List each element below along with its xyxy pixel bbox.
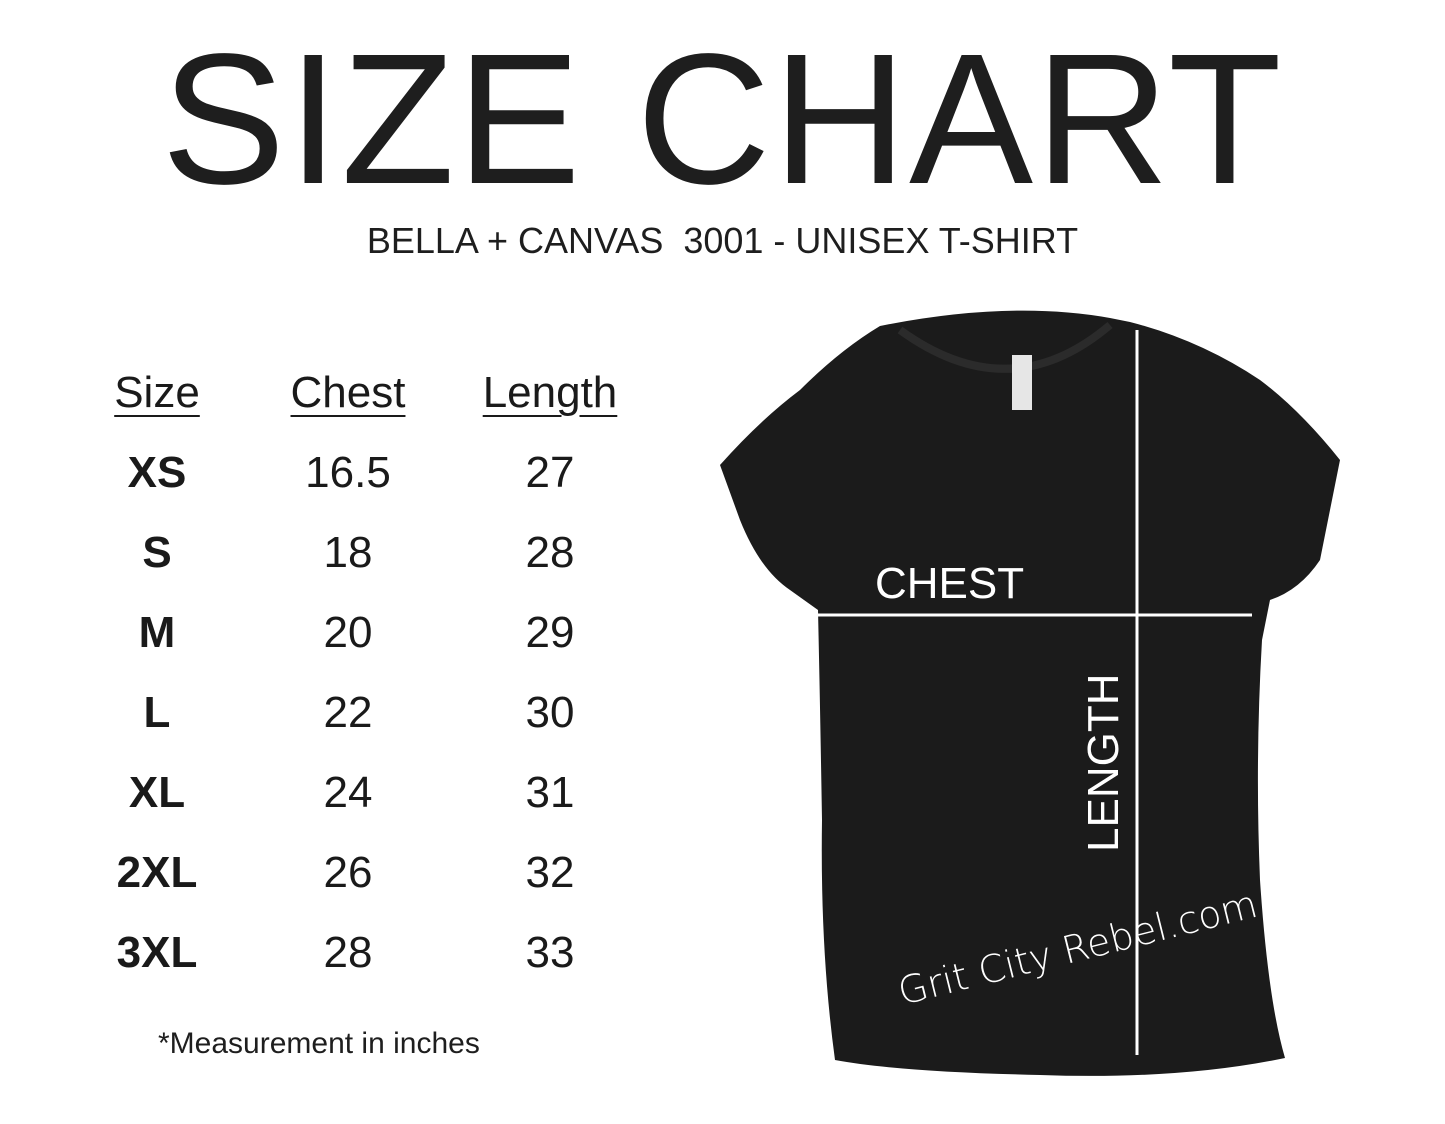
header-length: Length [482,368,618,417]
size-cell: L [143,688,171,737]
size-cell: XS [127,448,187,497]
length-cell: 33 [525,928,575,977]
size-cell: S [142,528,172,577]
chest-cell: 28 [323,928,373,977]
chest-cell: 18 [323,528,373,577]
size-cell: 2XL [116,848,198,897]
chest-label: CHEST [875,559,1024,608]
chest-cell: 16.5 [305,448,391,497]
length-cell: 27 [525,448,575,497]
product-subtitle: BELLA + CANVAS 3001 - UNISEX T-SHIRT [366,220,1079,261]
measurement-note: *Measurement in inches [158,1027,480,1060]
length-label: LENGTH [1079,674,1128,852]
page-title: SIZE CHART [161,16,1284,223]
chest-cell: 20 [323,608,373,657]
length-cell: 31 [525,768,575,817]
chest-cell: 24 [323,768,373,817]
header-size: Size [114,368,200,417]
length-cell: 29 [525,608,575,657]
shirt-tag [1012,355,1032,410]
header-chest: Chest [290,368,406,417]
tshirt-body [720,310,1340,1076]
length-cell: 28 [525,528,575,577]
chest-cell: 22 [323,688,373,737]
size-cell: M [138,608,176,657]
length-cell: 32 [525,848,575,897]
size-cell: 3XL [116,928,198,977]
chest-cell: 26 [323,848,373,897]
length-cell: 30 [525,688,575,737]
size-cell: XL [128,768,186,817]
